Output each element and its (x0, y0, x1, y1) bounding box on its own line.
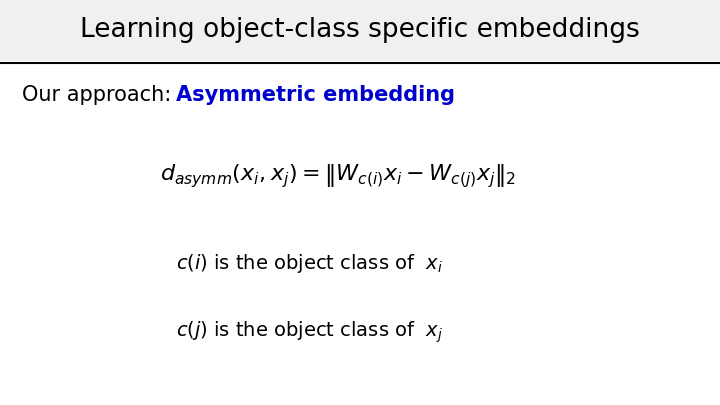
Text: $c(i)$ is the object class of  $x_i$: $c(i)$ is the object class of $x_i$ (176, 252, 443, 275)
Text: Our approach:: Our approach: (22, 85, 171, 105)
Text: $c(j)$ is the object class of  $x_j$: $c(j)$ is the object class of $x_j$ (176, 320, 443, 345)
Text: Asymmetric embedding: Asymmetric embedding (176, 85, 455, 105)
FancyBboxPatch shape (0, 0, 720, 61)
Text: $d_{\mathit{asymm}}(x_i, x_j) = \left\|W_{c(i)}x_i - W_{c(j)}x_j\right\|_2$: $d_{\mathit{asymm}}(x_i, x_j) = \left\|W… (161, 162, 516, 190)
Text: Learning object-class specific embeddings: Learning object-class specific embedding… (80, 17, 640, 43)
